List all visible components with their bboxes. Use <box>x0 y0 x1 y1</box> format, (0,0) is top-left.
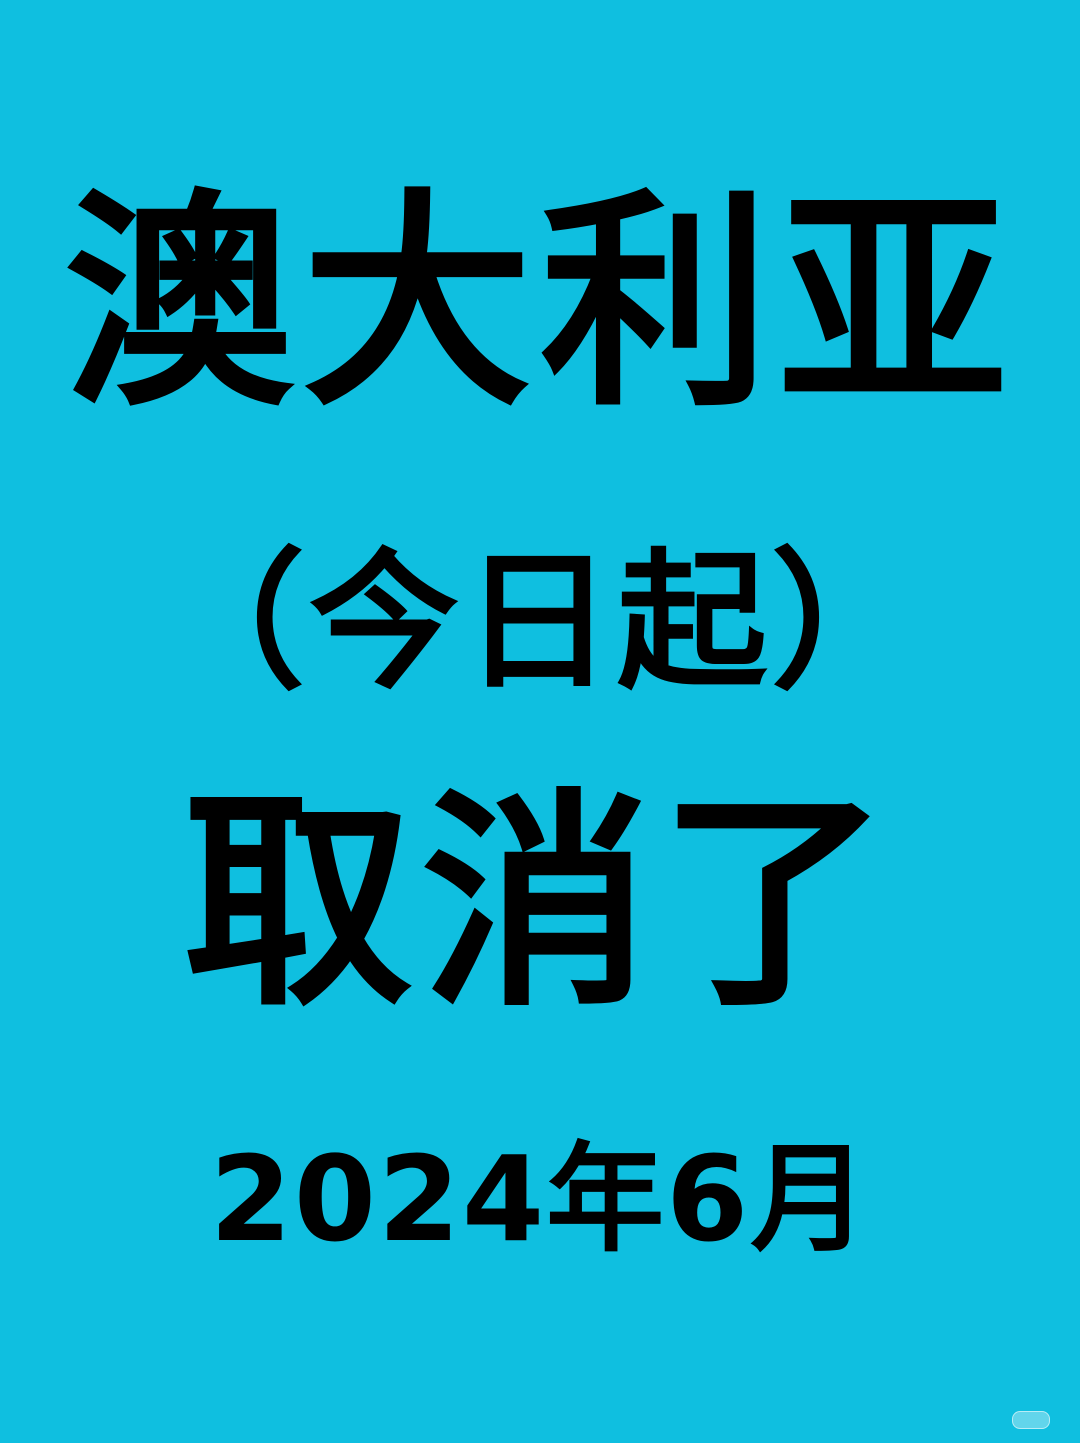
watermark-badge <box>1012 1411 1050 1429</box>
subhead: （今日起） <box>154 536 925 710</box>
date-text: 2024年6月 <box>209 1130 871 1268</box>
status-text: 取消了 <box>182 771 897 1038</box>
headline: 澳大利亚 <box>63 171 1016 438</box>
